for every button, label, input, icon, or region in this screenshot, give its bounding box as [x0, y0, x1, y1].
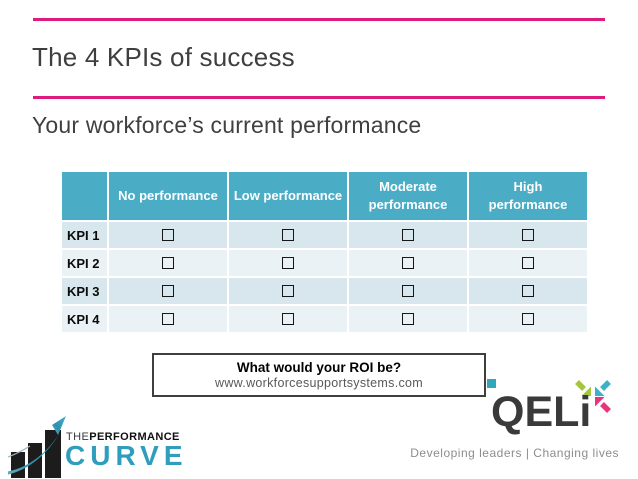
checkbox[interactable] [522, 312, 534, 325]
kpi-label: KPI 4 [62, 306, 107, 332]
table-row: KPI 1 [62, 222, 587, 248]
qeli-arrows-icon [575, 380, 611, 413]
accent-divider-top [33, 18, 605, 21]
checkbox[interactable] [522, 256, 534, 269]
slide-subtitle: Your workforce’s current performance [32, 112, 422, 138]
kpi-table-header-row: No performance Low performance Moderate pe… [62, 172, 587, 220]
checkbox[interactable] [282, 284, 294, 297]
checkbox-cell [349, 222, 467, 248]
table-row: KPI 4 [62, 306, 587, 332]
checkbox[interactable] [162, 284, 174, 297]
kpi-label: KPI 2 [62, 250, 107, 276]
checkbox-cell [349, 306, 467, 332]
table-row: KPI 2 [62, 250, 587, 276]
checkbox[interactable] [402, 312, 414, 325]
qeli-i-dot [487, 379, 496, 388]
kpi-table: No performance Low performance Moderate pe… [60, 170, 589, 334]
bar-chart-swoosh-icon [8, 416, 66, 478]
qeli-logo: QELi Developing leaders | Changing lives [400, 375, 620, 470]
performance-curve-wordline: THEPERFORMANCE [66, 431, 180, 443]
checkbox[interactable] [282, 256, 294, 269]
column-header: Moderate performance [349, 172, 467, 220]
checkbox-cell [229, 306, 347, 332]
checkbox-cell [349, 250, 467, 276]
checkbox[interactable] [162, 312, 174, 325]
checkbox-cell [469, 306, 587, 332]
checkbox-cell [469, 222, 587, 248]
checkbox-cell [469, 250, 587, 276]
checkbox-cell [109, 278, 227, 304]
corner-header [62, 172, 107, 220]
roi-url: www.workforcesupportsystems.com [215, 376, 423, 390]
roi-callout-box: What would your ROI be? www.workforcesup… [152, 353, 486, 397]
kpi-label: KPI 3 [62, 278, 107, 304]
column-header: No performance [109, 172, 227, 220]
qeli-tagline: Developing leaders | Changing lives [410, 446, 619, 460]
checkbox[interactable] [522, 228, 534, 241]
checkbox-cell [109, 250, 227, 276]
kpi-table-body: KPI 1 KPI 2 KPI 3 KPI 4 [62, 222, 587, 332]
checkbox[interactable] [282, 312, 294, 325]
checkbox-cell [229, 278, 347, 304]
accent-divider-title [33, 96, 605, 99]
checkbox[interactable] [162, 228, 174, 241]
checkbox[interactable] [402, 256, 414, 269]
checkbox[interactable] [402, 284, 414, 297]
checkbox-cell [109, 222, 227, 248]
logo-word-curve: CURVE [65, 440, 188, 471]
slide-title: The 4 KPIs of success [32, 42, 295, 72]
checkbox[interactable] [282, 228, 294, 241]
kpi-label: KPI 1 [62, 222, 107, 248]
performance-curve-logo: THEPERFORMANCE CURVE [8, 414, 193, 479]
checkbox[interactable] [162, 256, 174, 269]
checkbox-cell [229, 222, 347, 248]
roi-heading: What would your ROI be? [236, 360, 402, 375]
qeli-wordmark: QELi [491, 388, 592, 436]
checkbox-cell [109, 306, 227, 332]
checkbox[interactable] [402, 228, 414, 241]
checkbox-cell [469, 278, 587, 304]
checkbox[interactable] [522, 284, 534, 297]
logo-word-performance: PERFORMANCE [89, 431, 180, 443]
checkbox-cell [349, 278, 467, 304]
logo-word-the: THE [66, 431, 90, 443]
column-header: High performance [469, 172, 587, 220]
checkbox-cell [229, 250, 347, 276]
column-header: Low performance [229, 172, 347, 220]
table-row: KPI 3 [62, 278, 587, 304]
